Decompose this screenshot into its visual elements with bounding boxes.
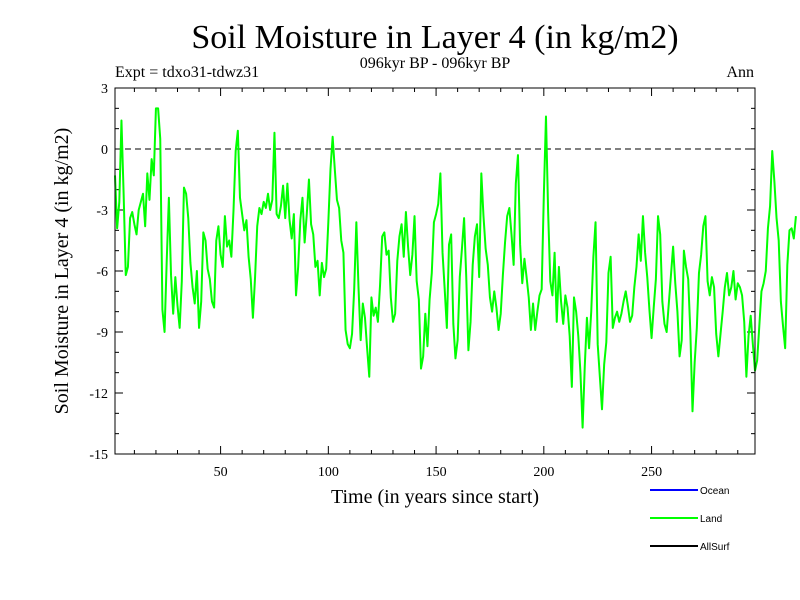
y-tick-label: -9 [96,326,108,341]
y-axis-label: Soil Moisture in Layer 4 (in kg/m2) [51,128,73,415]
legend-label-allsurf: AllSurf [700,542,730,553]
legend-label-land: Land [700,514,722,525]
x-tick-label: 250 [641,465,662,480]
y-tick-label: 0 [101,143,108,158]
y-tick-label: 3 [101,82,108,97]
chart-subtitle: 096kyr BP - 096kyr BP [360,55,511,72]
season-label: Ann [726,64,754,81]
plot-frame [114,87,756,455]
x-axis-label: Time (in years since start) [331,486,539,508]
y-tick-label: -12 [89,387,108,402]
x-tick-label: 50 [214,465,228,480]
legend-label-ocean: Ocean [700,486,729,497]
x-tick-label: 100 [318,465,339,480]
legend: Ocean Land AllSurf [650,486,730,553]
y-tick-label: -6 [96,265,108,280]
x-tick-label: 200 [533,465,554,480]
axis-ticks: 3 0 -3 -6 -9 -12 -15 50 100 150 200 250 [89,82,755,480]
y-tick-label: -3 [96,204,108,219]
y-tick-label: -15 [89,448,108,463]
series-line-land [114,107,797,429]
experiment-label: Expt = tdxo31-tdwz31 [115,64,259,81]
plot-area [114,107,797,429]
chart-title: Soil Moisture in Layer 4 (in kg/m2) [191,19,678,56]
x-tick-label: 150 [426,465,447,480]
